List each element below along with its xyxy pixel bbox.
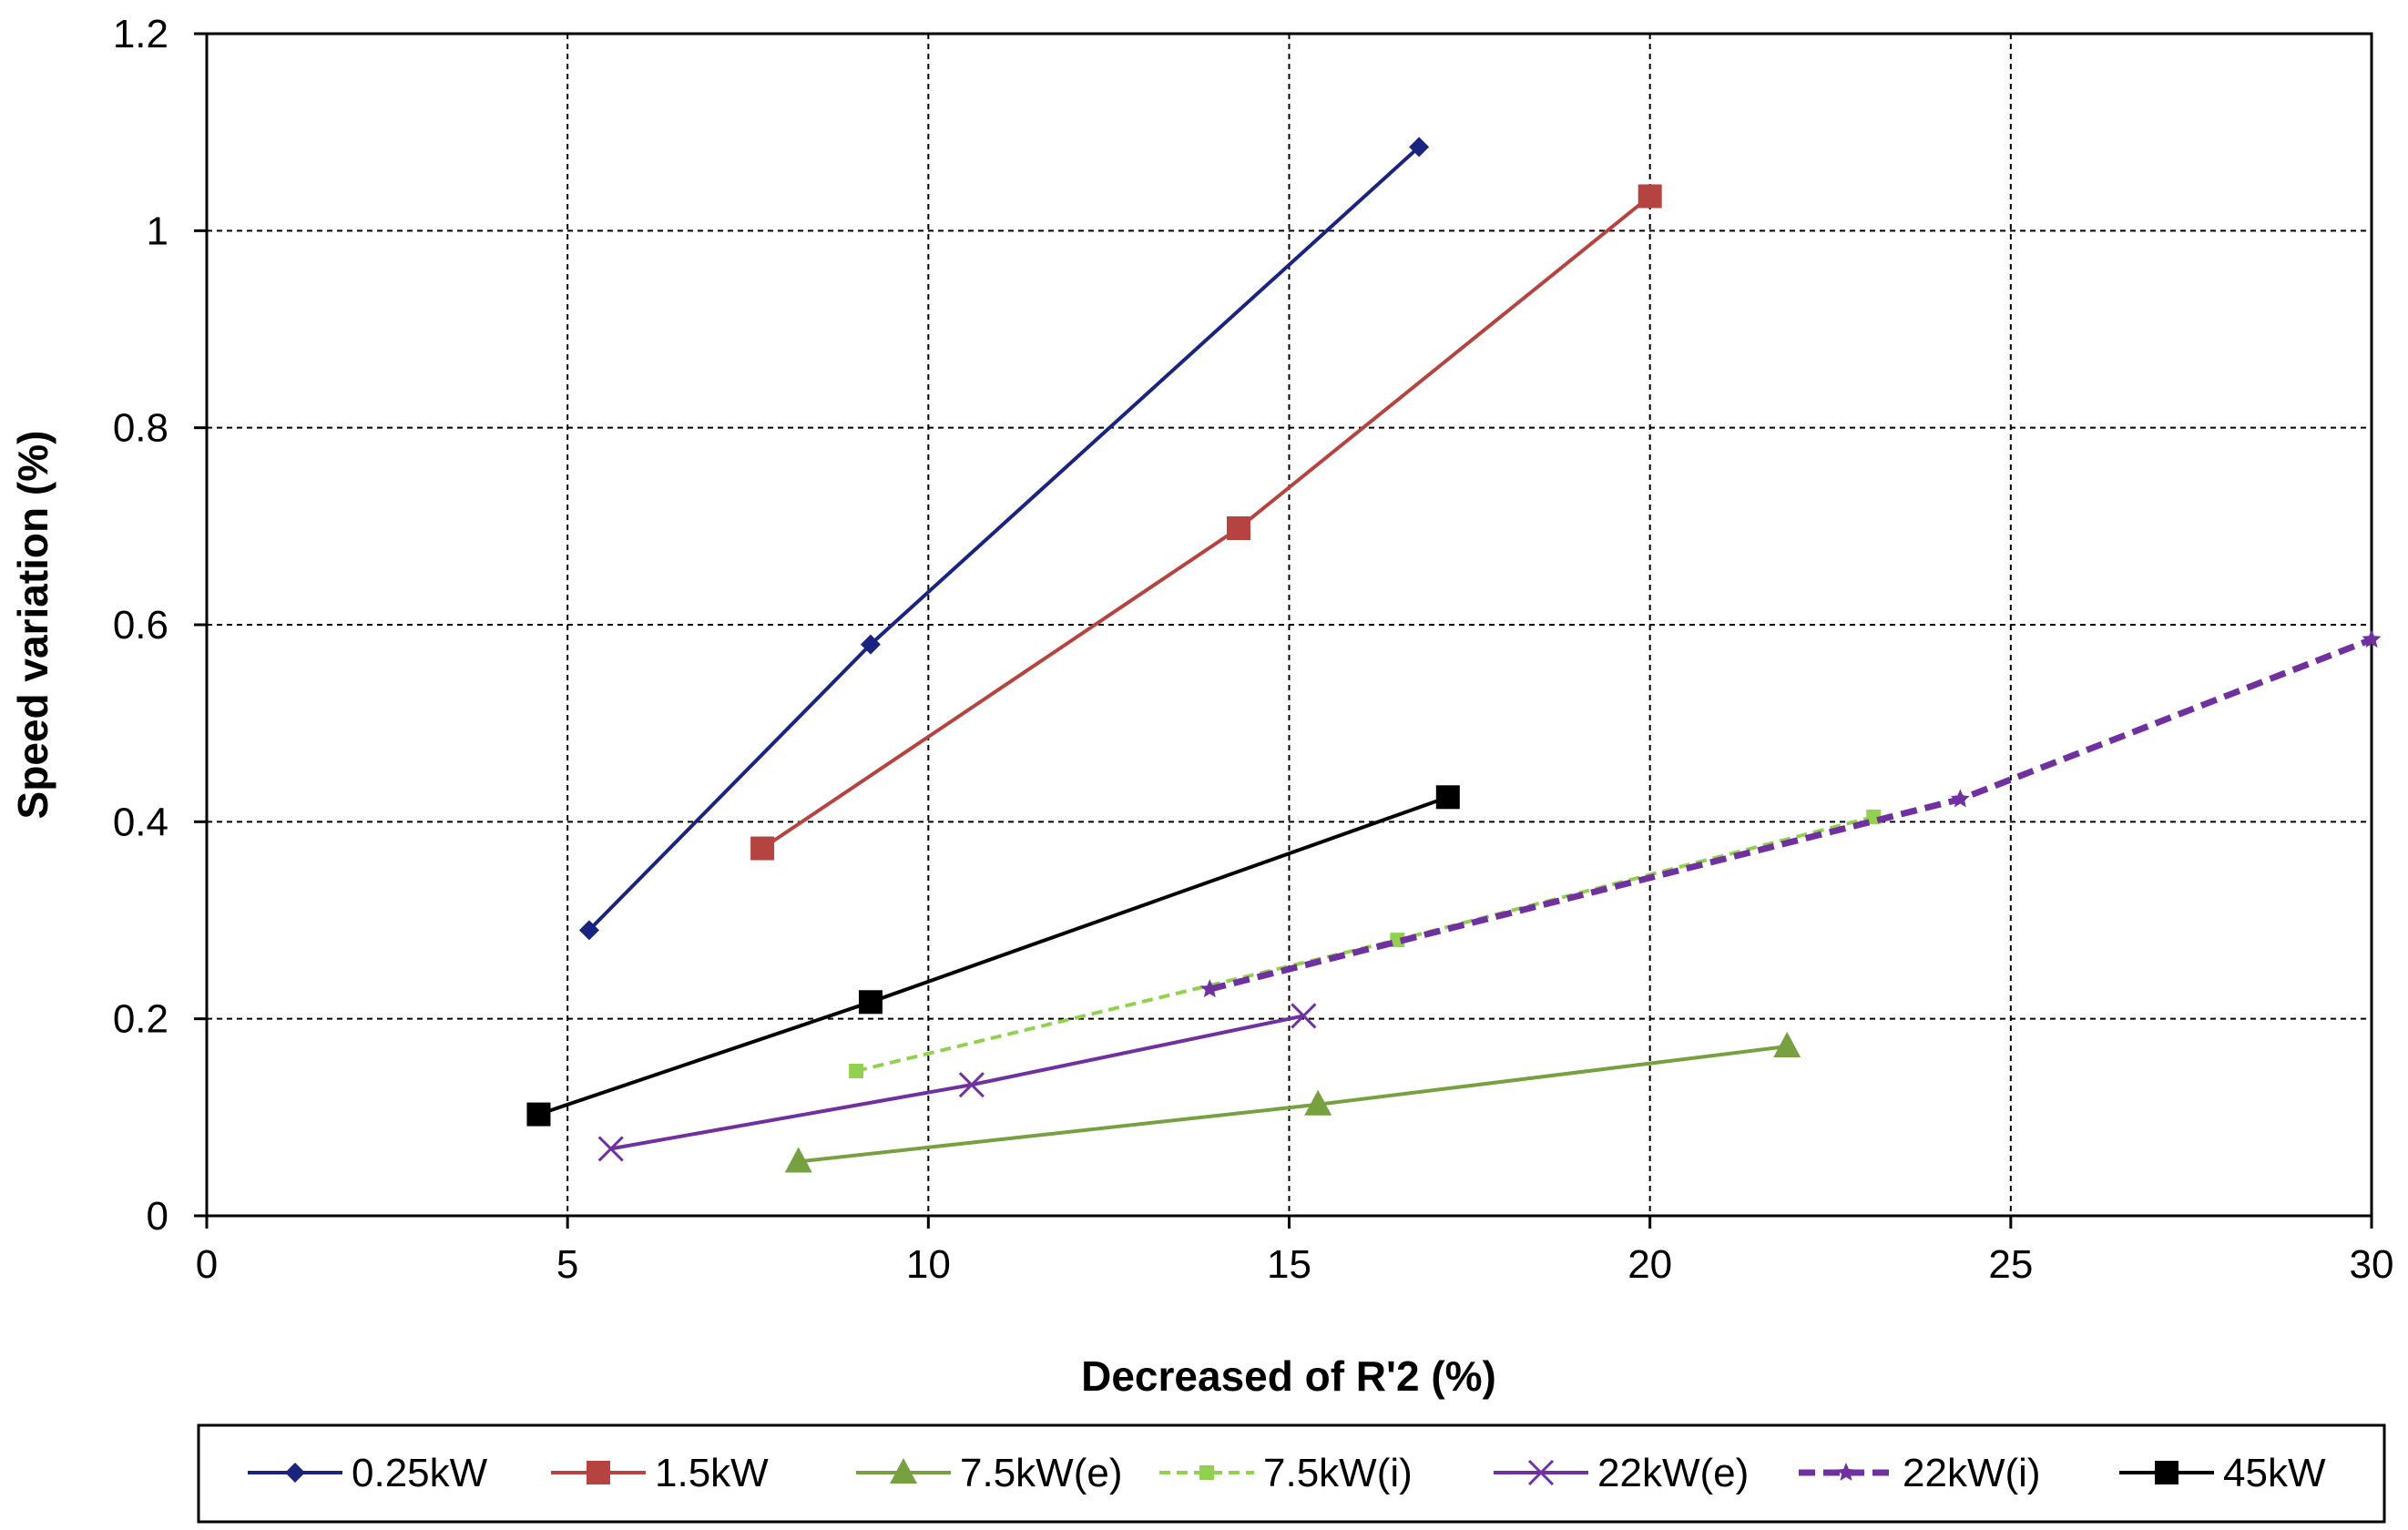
y-tick-label: 1 xyxy=(147,209,168,253)
data-point xyxy=(750,836,775,861)
data-point xyxy=(784,1147,812,1173)
data-point xyxy=(587,1461,610,1484)
data-point xyxy=(1227,515,1251,540)
data-point xyxy=(1390,933,1405,948)
legend-label: 1.5kW xyxy=(655,1451,769,1495)
series-22kW(i) xyxy=(1199,629,2382,998)
x-tick-label: 15 xyxy=(1267,1242,1311,1287)
legend-entry: 7.5kW(i) xyxy=(1159,1451,1413,1495)
x-tick-label: 25 xyxy=(1988,1242,2033,1287)
data-point xyxy=(1836,1463,1856,1481)
series-1.5kW xyxy=(750,184,1662,861)
legend-label: 7.5kW(i) xyxy=(1263,1451,1413,1495)
data-point xyxy=(1435,785,1460,810)
data-point xyxy=(958,1072,985,1098)
data-point xyxy=(1409,137,1430,158)
data-point xyxy=(526,1102,551,1127)
data-point xyxy=(858,990,883,1015)
series-7.5kW(i) xyxy=(849,809,1882,1078)
data-point xyxy=(2155,1461,2178,1484)
legend-entry: 22kW(e) xyxy=(1494,1451,1749,1495)
y-tick-label: 0.2 xyxy=(113,997,168,1042)
legend-label: 22kW(i) xyxy=(1903,1451,2041,1495)
series-22kW(e) xyxy=(597,1003,1317,1162)
legend-label: 7.5kW(e) xyxy=(960,1451,1122,1495)
series-line xyxy=(798,1045,1788,1164)
legend-label: 22kW(e) xyxy=(1597,1451,1749,1495)
legend: 0.25kW 1.5kW 7.5kW(e) 7.5kW(i) 22kW(e) 22kW(i… xyxy=(248,1451,2326,1495)
y-tick-label: 0.4 xyxy=(113,800,168,844)
data-point xyxy=(578,920,599,941)
series-7.5kW(e) xyxy=(784,1031,1801,1173)
series-line xyxy=(855,814,1874,1073)
legend-entry: 22kW(i) xyxy=(1799,1451,2041,1495)
series-line xyxy=(1209,636,2373,993)
data-point xyxy=(597,1136,624,1162)
series-0.25kW xyxy=(578,137,1430,941)
y-tick-label: 0.8 xyxy=(113,406,168,451)
ticks: 0 5 10 15 20 25 30 0 0.2 0.4 0.6 0.8 1 1.2 xyxy=(113,12,2394,1287)
series-45kW xyxy=(526,785,1460,1127)
legend-entry: 1.5kW xyxy=(551,1451,769,1495)
y-tick-label: 0.6 xyxy=(113,603,168,648)
data-point xyxy=(1291,1003,1317,1029)
legend-entry: 7.5kW(e) xyxy=(856,1451,1122,1495)
data-point xyxy=(1773,1031,1801,1057)
y-tick-label: 1.2 xyxy=(113,12,168,56)
data-point xyxy=(1950,789,1970,808)
x-tick-label: 5 xyxy=(556,1242,578,1287)
legend-label: 45kW xyxy=(2223,1451,2326,1495)
x-tick-label: 0 xyxy=(196,1242,218,1287)
series-line xyxy=(760,194,1651,851)
legend-entry: 45kW xyxy=(2119,1451,2326,1495)
data-point xyxy=(285,1463,305,1483)
data-point xyxy=(1527,1459,1555,1486)
y-tick-label: 0 xyxy=(147,1194,168,1239)
x-axis-title: Decreased of R'2 (%) xyxy=(1081,1352,1496,1400)
data-point xyxy=(1304,1089,1332,1116)
data-point xyxy=(2362,629,2382,648)
data-point xyxy=(890,1458,917,1484)
x-tick-label: 30 xyxy=(2350,1242,2394,1287)
x-tick-label: 20 xyxy=(1627,1242,1672,1287)
data-point xyxy=(860,634,881,655)
data-point xyxy=(1199,979,1219,998)
data-point xyxy=(1199,1465,1214,1480)
grid xyxy=(207,34,2372,1216)
data-point xyxy=(1638,184,1662,209)
series-line xyxy=(610,1014,1304,1151)
y-axis-title: Speed variation (%) xyxy=(9,431,56,820)
legend-label: 0.25kW xyxy=(352,1451,488,1495)
legend-entry: 0.25kW xyxy=(248,1451,488,1495)
series-line xyxy=(587,145,1421,932)
series xyxy=(526,137,2382,1173)
x-tick-label: 10 xyxy=(906,1242,951,1287)
data-point xyxy=(849,1063,864,1078)
